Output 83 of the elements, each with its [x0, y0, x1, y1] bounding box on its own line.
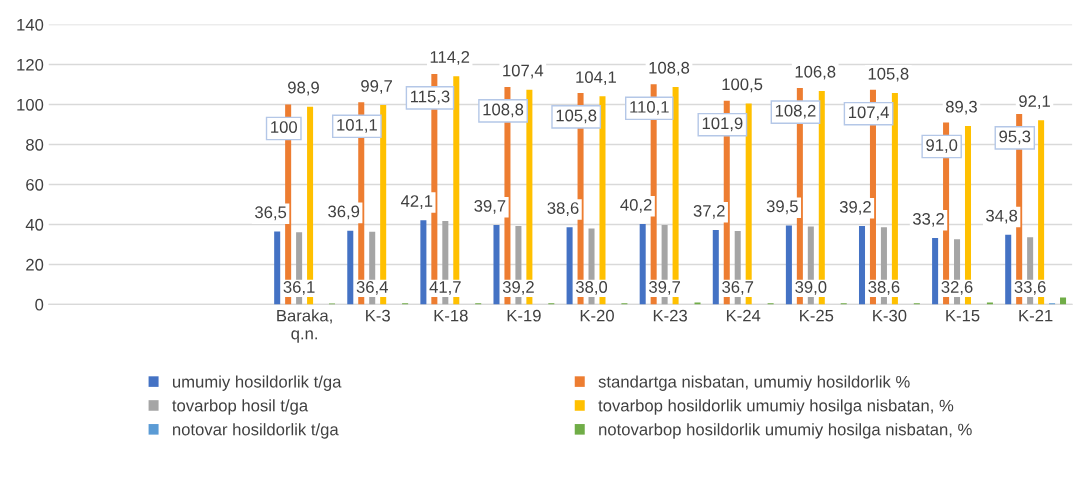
data-label: 108,2	[775, 104, 816, 119]
data-label: 33,2	[912, 212, 944, 227]
bar	[639, 224, 646, 305]
data-label: 101,9	[702, 117, 743, 132]
data-label: 100,5	[722, 78, 763, 93]
legend-label: notovar hosildorlik t/ga	[173, 423, 339, 439]
legend-label: notovarbop hosildorlik umumiy hosilga nisbatan, %	[599, 423, 972, 439]
y-tick-label: 40	[25, 218, 44, 231]
data-label: 115,3	[411, 90, 450, 105]
x-tick-label: K-24	[726, 309, 761, 322]
legend-label: tovarbop hosildorlik umumiy hosilga nisbatan, %	[598, 399, 954, 415]
x-tick-label: K-19	[507, 309, 541, 322]
x-tick-label: K-15	[946, 309, 980, 322]
data-label: 42,1	[400, 195, 433, 209]
data-label: 39,2	[839, 200, 871, 215]
legend-label: umumiy hosildorlik t/ga	[172, 375, 342, 391]
data-label: 39,2	[502, 281, 534, 295]
x-tick-label: K-3	[366, 309, 390, 322]
data-label: 91,0	[926, 139, 958, 153]
data-label: 114,2	[430, 51, 470, 65]
data-label: 100	[271, 121, 298, 133]
data-label: 34,8	[986, 209, 1018, 224]
y-tick-label: 60	[26, 178, 44, 191]
data-label: 39,0	[795, 281, 827, 295]
y-tick-label: 0	[35, 298, 44, 311]
x-tick-label: K-20	[580, 309, 614, 322]
data-label: 40,2	[620, 198, 652, 213]
data-label: 110,1	[630, 100, 669, 115]
data-label: 99,7	[361, 80, 392, 94]
data-label: 37,2	[693, 204, 725, 219]
data-label: 39,7	[649, 281, 681, 295]
x-tick-label: Baraka, q.n.	[277, 309, 332, 343]
y-tick-label: 140	[17, 18, 44, 31]
data-label: 105,8	[868, 67, 909, 82]
data-label: 89,3	[945, 100, 977, 115]
bar	[986, 302, 993, 305]
data-label: 36,5	[255, 206, 287, 221]
data-label: 36,9	[328, 205, 360, 220]
data-label: 105,8	[556, 109, 597, 124]
bar	[493, 225, 500, 305]
data-label: 36,1	[283, 281, 315, 295]
data-label: 36,4	[356, 281, 388, 295]
x-tick-label: K-23	[653, 309, 687, 322]
data-label: 39,5	[766, 200, 798, 215]
data-label: 38,6	[547, 202, 579, 216]
data-label: 38,6	[868, 281, 900, 295]
bar	[712, 230, 719, 305]
bar	[274, 231, 281, 305]
legend-label: tovarbop hosil t/ga	[172, 399, 309, 415]
y-tick-label: 120	[17, 58, 44, 71]
data-label: 38,0	[575, 281, 608, 295]
bar	[785, 225, 792, 305]
bar	[858, 226, 866, 305]
data-label: 32,6	[941, 281, 973, 295]
data-label: 95,3	[999, 130, 1031, 145]
data-label: 92,1	[1019, 95, 1050, 109]
data-label: 33,6	[1014, 281, 1046, 295]
x-tick-label: K-25	[800, 309, 834, 322]
data-label: 39,7	[474, 199, 506, 214]
data-label: 104,1	[576, 71, 616, 85]
data-label: 108,8	[483, 103, 524, 118]
x-tick-label: K-18	[434, 309, 468, 322]
x-tick-label: K-30	[873, 309, 907, 322]
y-tick-label: 20	[26, 258, 44, 271]
legend-label: standartga nisbatan, umumiy hosildorlik %	[598, 375, 910, 391]
bar	[694, 302, 701, 305]
data-label: 101,1	[337, 118, 377, 133]
y-tick-label: 100	[17, 98, 44, 111]
data-label: 106,8	[795, 65, 836, 80]
data-label: 108,8	[649, 61, 690, 76]
data-label: 98,9	[288, 81, 319, 96]
y-tick-label: 80	[26, 138, 44, 151]
data-label: 41,7	[429, 281, 461, 295]
data-label: 36,7	[722, 281, 754, 295]
bar	[347, 230, 354, 305]
bar	[1060, 297, 1067, 305]
bar	[932, 238, 939, 305]
bar	[1005, 234, 1012, 305]
x-tick-label: K-21	[1019, 309, 1053, 322]
bar	[420, 220, 427, 305]
data-label: 107,4	[503, 64, 544, 79]
data-label: 107,4	[849, 106, 889, 121]
bar	[566, 227, 573, 305]
